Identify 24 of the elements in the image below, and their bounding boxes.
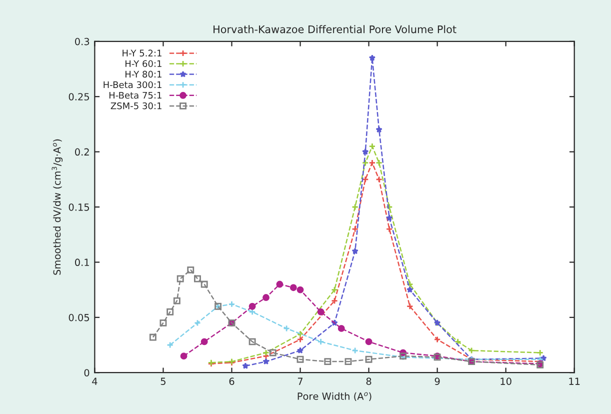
x-tick-label: 7	[298, 378, 303, 385]
y-tick-label: 0.2	[75, 148, 89, 156]
x-axis-title: Pore Width (A$^{o}$)	[298, 392, 372, 402]
y-tick-label: 0.25	[68, 93, 89, 100]
x-tick-label: 8	[366, 378, 372, 385]
x-tick-label: 9	[434, 378, 440, 385]
y-tick-label: 0	[84, 369, 90, 376]
y-tick-label: 0.05	[68, 314, 89, 322]
legend-label: H-Beta 300:1	[104, 81, 162, 88]
y-axis-title: Smoothed dV/dw (cm$^{3}$/g·A$^{o}$)	[52, 139, 63, 275]
x-tick-label: 5	[160, 378, 166, 385]
x-tick-label: 10	[500, 378, 512, 385]
legend-label: H-Y 60:1	[126, 60, 162, 68]
x-tick-label: 11	[569, 378, 580, 385]
legend-label: ZSM-5 30:1	[110, 102, 162, 110]
x-tick-label: 6	[229, 378, 234, 385]
chart-title: Horvath-Kawazoe Differential Pore Volume Plot	[214, 25, 456, 34]
legend-label: H-Y 5.2:1	[122, 50, 162, 57]
x-tick-label: 4	[92, 378, 98, 385]
y-tick-label: 0.3	[75, 38, 90, 46]
y-tick-label: 0.1	[75, 258, 89, 266]
legend-label: H-Y 80:1	[126, 70, 162, 78]
y-tick-label: 0.15	[68, 203, 89, 211]
legend-label: H-Beta 75:1	[109, 92, 162, 99]
